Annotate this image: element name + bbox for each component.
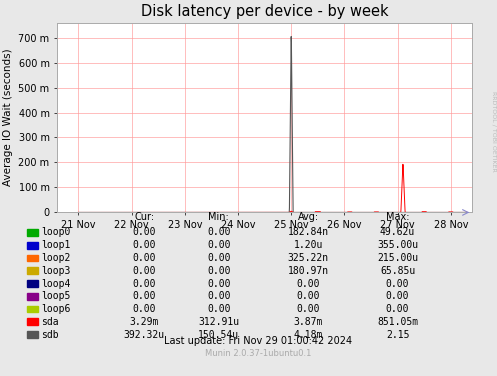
Text: 150.54u: 150.54u <box>198 330 239 340</box>
Text: 0.00: 0.00 <box>132 227 156 237</box>
Text: loop2: loop2 <box>41 253 71 263</box>
Text: 0.00: 0.00 <box>207 279 231 288</box>
Text: 325.22n: 325.22n <box>288 253 329 263</box>
Text: 3.87m: 3.87m <box>293 317 323 327</box>
Text: 0.00: 0.00 <box>386 279 410 288</box>
Text: 182.84n: 182.84n <box>288 227 329 237</box>
Text: 0.00: 0.00 <box>132 279 156 288</box>
Text: Avg:: Avg: <box>298 212 319 222</box>
Text: 0.00: 0.00 <box>132 266 156 276</box>
Text: 2.15: 2.15 <box>386 330 410 340</box>
Text: loop1: loop1 <box>41 240 71 250</box>
Text: 0.00: 0.00 <box>207 291 231 301</box>
Title: Disk latency per device - by week: Disk latency per device - by week <box>141 4 389 19</box>
Text: 0.00: 0.00 <box>207 266 231 276</box>
Text: Min:: Min: <box>208 212 229 222</box>
Text: 0.00: 0.00 <box>296 291 320 301</box>
Text: Max:: Max: <box>386 212 410 222</box>
Text: 1.20u: 1.20u <box>293 240 323 250</box>
Text: 3.29m: 3.29m <box>129 317 159 327</box>
Text: Last update: Fri Nov 29 01:00:42 2024: Last update: Fri Nov 29 01:00:42 2024 <box>165 337 352 346</box>
Text: 0.00: 0.00 <box>296 304 320 314</box>
Text: 0.00: 0.00 <box>132 253 156 263</box>
Text: loop5: loop5 <box>41 291 71 301</box>
Text: 4.18m: 4.18m <box>293 330 323 340</box>
Text: 215.00u: 215.00u <box>377 253 418 263</box>
Text: 0.00: 0.00 <box>132 240 156 250</box>
Text: 0.00: 0.00 <box>296 279 320 288</box>
Text: 180.97n: 180.97n <box>288 266 329 276</box>
Text: Cur:: Cur: <box>134 212 154 222</box>
Text: sdb: sdb <box>41 330 59 340</box>
Text: 0.00: 0.00 <box>207 253 231 263</box>
Text: 0.00: 0.00 <box>207 304 231 314</box>
Text: loop4: loop4 <box>41 279 71 288</box>
Text: 0.00: 0.00 <box>132 291 156 301</box>
Text: sda: sda <box>41 317 59 327</box>
Text: 0.00: 0.00 <box>132 304 156 314</box>
Text: 851.05m: 851.05m <box>377 317 418 327</box>
Text: 0.00: 0.00 <box>386 304 410 314</box>
Text: 0.00: 0.00 <box>207 227 231 237</box>
Text: 392.32u: 392.32u <box>124 330 165 340</box>
Text: 355.00u: 355.00u <box>377 240 418 250</box>
Text: 0.00: 0.00 <box>386 291 410 301</box>
Text: loop3: loop3 <box>41 266 71 276</box>
Text: 49.62u: 49.62u <box>380 227 415 237</box>
Y-axis label: Average IO Wait (seconds): Average IO Wait (seconds) <box>3 49 13 186</box>
Text: loop0: loop0 <box>41 227 71 237</box>
Text: 65.85u: 65.85u <box>380 266 415 276</box>
Text: loop6: loop6 <box>41 304 71 314</box>
Text: 0.00: 0.00 <box>207 240 231 250</box>
Text: 312.91u: 312.91u <box>198 317 239 327</box>
Text: RRDTOOL / TOBI OETIKER: RRDTOOL / TOBI OETIKER <box>491 91 496 172</box>
Text: Munin 2.0.37-1ubuntu0.1: Munin 2.0.37-1ubuntu0.1 <box>205 349 312 358</box>
